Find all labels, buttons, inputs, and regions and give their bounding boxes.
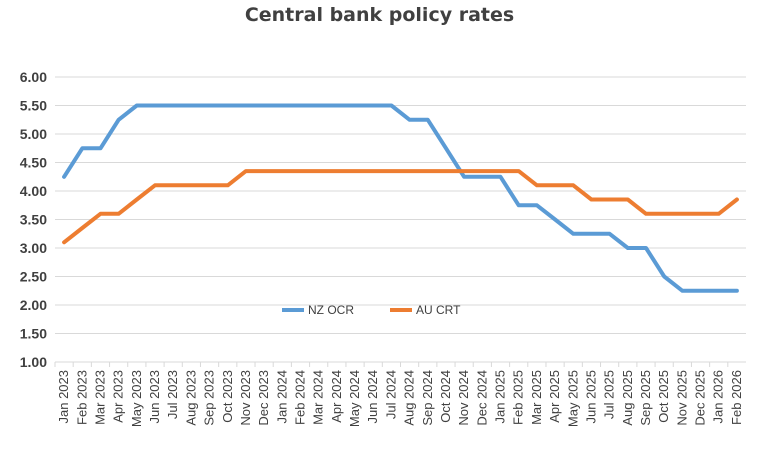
y-tick-label: 2.00 — [20, 297, 47, 313]
x-tick-label: Dec 2023 — [256, 370, 271, 426]
x-tick-label: Jul 2025 — [602, 370, 617, 419]
x-tick-label: Nov 2025 — [674, 370, 689, 426]
x-tick-label: Sep 2025 — [638, 370, 653, 426]
x-tick-label: Aug 2023 — [183, 370, 198, 426]
x-tick-label: Mar 2023 — [92, 370, 107, 425]
x-tick-label: Sep 2023 — [202, 370, 217, 426]
x-tick-label: May 2023 — [129, 370, 144, 427]
x-tick-label: Jan 2026 — [711, 370, 726, 424]
y-tick-label: 3.50 — [20, 212, 47, 228]
x-tick-label: Sep 2024 — [420, 370, 435, 426]
series-line-nz-ocr — [62, 103, 739, 293]
y-tick-label: 5.50 — [20, 98, 47, 114]
x-tick-label: Feb 2023 — [74, 370, 89, 425]
y-tick-label: 4.50 — [20, 155, 47, 171]
x-tick-label: Jan 2023 — [56, 370, 71, 424]
x-tick-label: Nov 2024 — [456, 370, 471, 426]
x-tick-label: Apr 2023 — [111, 370, 126, 423]
x-tick-label: Jun 2024 — [365, 370, 380, 424]
x-tick-label: Oct 2023 — [220, 370, 235, 423]
x-tick-label: Feb 2025 — [511, 370, 526, 425]
x-tick-label: Nov 2023 — [238, 370, 253, 426]
x-axis-ticks: Jan 2023 Feb 2023 Mar 2023 Apr 2023 May 2023… — [54, 362, 744, 427]
series-line-au-crt — [62, 169, 739, 245]
y-tick-label: 4.00 — [20, 183, 47, 199]
x-tick-label: Aug 2025 — [620, 370, 635, 426]
x-tick-label: May 2025 — [565, 370, 580, 427]
x-tick-label: Mar 2025 — [529, 370, 544, 425]
y-tick-label: 2.50 — [20, 269, 47, 285]
x-tick-label: Dec 2025 — [693, 370, 708, 426]
x-tick-label: Apr 2025 — [547, 370, 562, 423]
legend-label: NZ OCR — [308, 303, 354, 317]
x-tick-label: Feb 2024 — [292, 370, 307, 425]
x-tick-label: Oct 2025 — [656, 370, 671, 423]
x-tick-label: Dec 2024 — [474, 370, 489, 426]
x-tick-label: Jul 2024 — [383, 370, 398, 419]
x-tick-label: Jun 2023 — [147, 370, 162, 424]
y-tick-label: 3.00 — [20, 240, 47, 256]
legend: NZ OCR AU CRT — [282, 303, 461, 317]
series-lines — [62, 103, 739, 293]
gridlines — [55, 76, 746, 363]
y-tick-label: 5.00 — [20, 126, 47, 142]
x-tick-label: Jul 2023 — [165, 370, 180, 419]
y-axis-ticks: 1.00 1.50 2.00 2.50 3.00 3.50 4.00 4.50 5.00 5.50… — [20, 69, 47, 370]
y-tick-label: 6.00 — [20, 69, 47, 85]
x-tick-label: May 2024 — [347, 370, 362, 427]
chart-title: Central bank policy rates — [244, 4, 515, 26]
x-tick-label: Apr 2024 — [329, 370, 344, 423]
y-tick-label: 1.00 — [20, 354, 47, 370]
x-tick-label: Jun 2025 — [583, 370, 598, 424]
x-tick-label: Aug 2024 — [402, 370, 417, 426]
x-tick-label: Mar 2024 — [311, 370, 326, 425]
legend-label: AU CRT — [416, 303, 461, 317]
x-tick-label: Oct 2024 — [438, 370, 453, 423]
x-tick-label: Feb 2026 — [729, 370, 744, 425]
y-tick-label: 1.50 — [20, 326, 47, 342]
x-tick-label: Jan 2024 — [274, 370, 289, 424]
x-tick-label: Jan 2025 — [493, 370, 508, 424]
